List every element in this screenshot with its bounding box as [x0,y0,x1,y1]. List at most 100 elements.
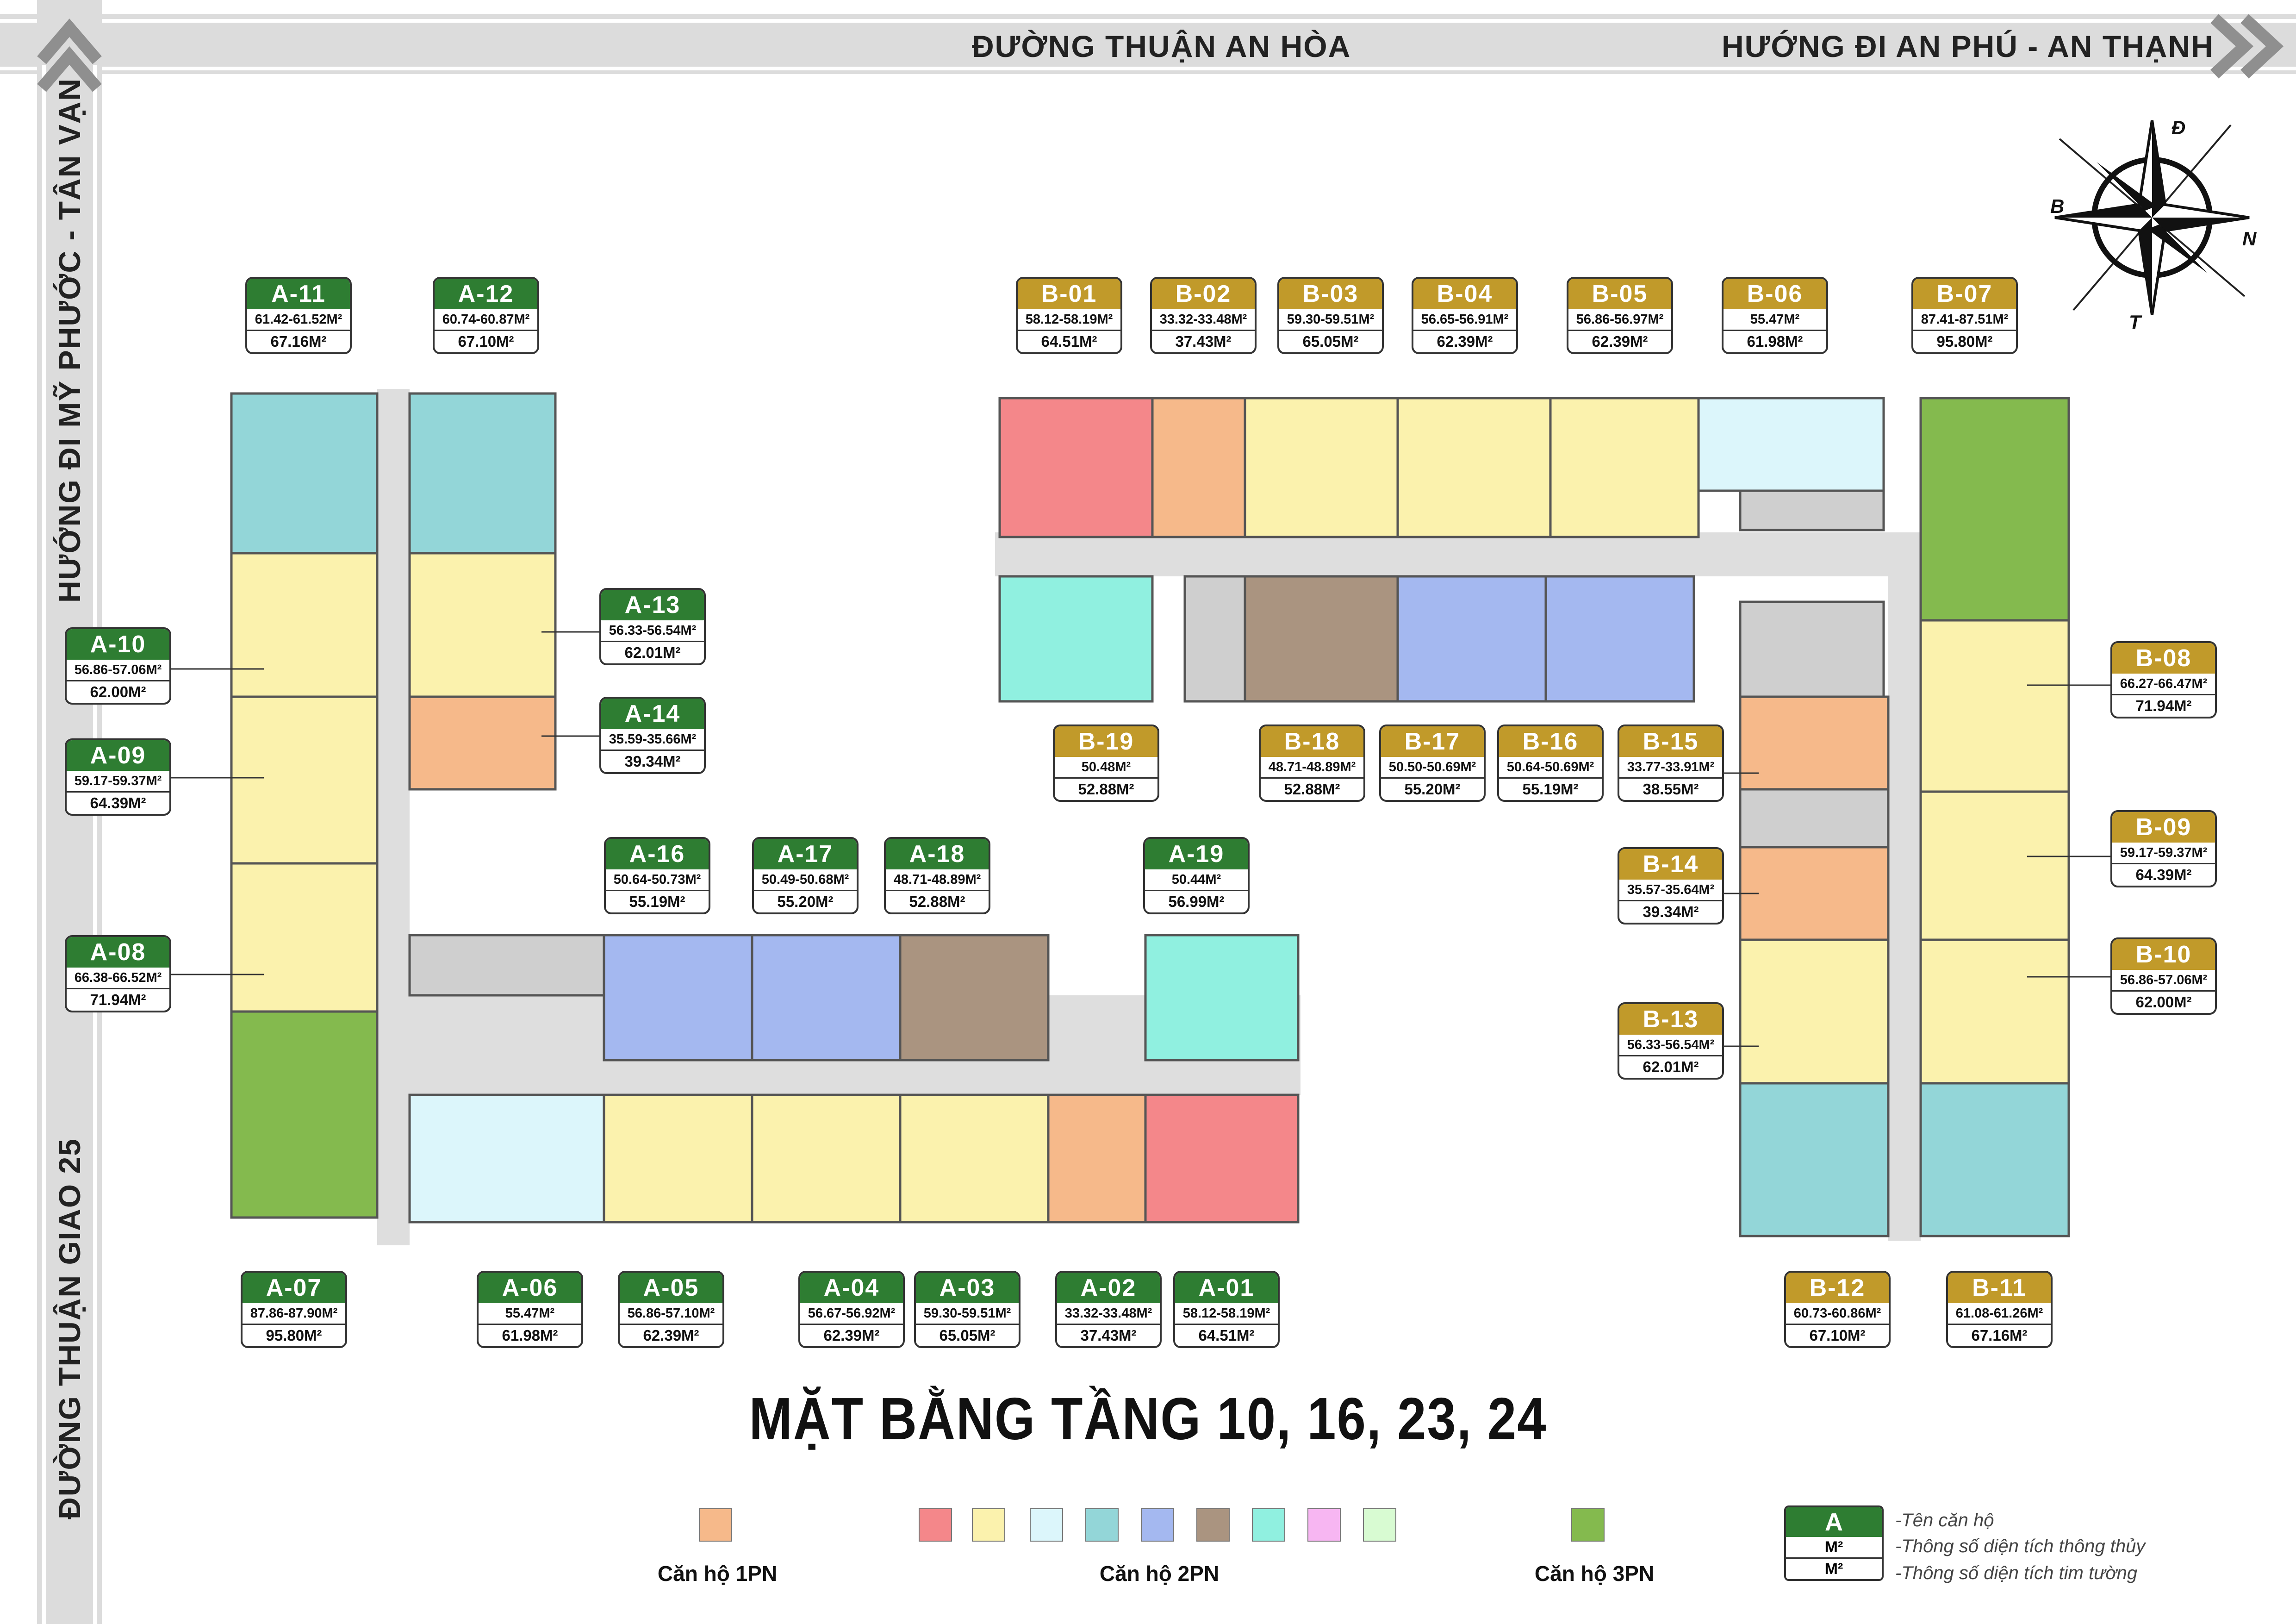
unit-label-a-09[interactable]: A-09 59.17-59.37M² 64.39M² [65,738,171,816]
unit-b-19[interactable] [998,575,1154,703]
unit-label-a-05[interactable]: A-05 56.86-57.10M² 62.39M² [618,1271,724,1348]
unit-gross-area: 64.51M² [1041,333,1097,350]
unit-label-b-07[interactable]: B-07 87.41-87.51M² 95.80M² [1911,277,2018,354]
unit-name: A-12 [435,279,537,309]
unit-label-a-11[interactable]: A-11 61.42-61.52M² 67.16M² [245,277,352,354]
unit-name: A-08 [67,937,169,968]
unit-b-04[interactable] [1396,397,1552,538]
unit-net-area: 35.57-35.64M² [1619,880,1722,901]
unit-label-a-18[interactable]: A-18 48.71-48.89M² 52.88M² [884,837,990,914]
unit-a-08[interactable] [230,862,379,1013]
unit-b-16[interactable] [1544,575,1695,703]
unit-label-b-09[interactable]: B-09 59.17-59.37M² 64.39M² [2110,810,2217,887]
unit-name: A-16 [606,839,709,869]
unit-gross-area: 62.39M² [1437,333,1493,350]
unit-label-b-12[interactable]: B-12 60.73-60.86M² 67.10M² [1784,1271,1891,1348]
stair-core-b [1183,575,1246,703]
unit-label-b-08[interactable]: B-08 66.27-66.47M² 71.94M² [2110,641,2217,718]
unit-b-03[interactable] [1244,397,1399,538]
unit-b-13[interactable] [1739,938,1890,1085]
unit-b-02[interactable] [1151,397,1246,538]
unit-label-a-16[interactable]: A-16 50.64-50.73M² 55.19M² [604,837,710,914]
unit-label-a-13[interactable]: A-13 56.33-56.54M² 62.01M² [599,588,706,665]
unit-a-09[interactable] [230,695,379,865]
unit-net-area: 58.12-58.19M² [1175,1303,1278,1325]
unit-net-area: 87.41-87.51M² [1913,309,2016,331]
unit-label-b-18[interactable]: B-18 48.71-48.89M² 52.88M² [1259,725,1365,802]
unit-label-b-14[interactable]: B-14 35.57-35.64M² 39.34M² [1618,847,1724,924]
unit-a-10[interactable] [230,552,379,698]
unit-label-a-19[interactable]: A-19 50.44M² 56.99M² [1143,837,1250,914]
unit-label-a-03[interactable]: A-03 59.30-59.51M² 65.05M² [914,1271,1020,1348]
unit-label-b-19[interactable]: B-19 50.48M² 52.88M² [1053,725,1159,802]
unit-net-area: 50.50-50.69M² [1381,757,1484,779]
unit-a-16[interactable] [603,934,753,1062]
unit-a-18[interactable] [899,934,1050,1062]
unit-a-17[interactable] [751,934,902,1062]
unit-b-07[interactable] [1919,397,2070,622]
lift-core-b2 [1739,600,1885,698]
unit-label-a-14[interactable]: A-14 35.59-35.66M² 39.34M² [599,697,706,774]
unit-name: A-10 [67,629,169,660]
unit-label-b-17[interactable]: B-17 50.50-50.69M² 55.20M² [1379,725,1486,802]
unit-label-b-11[interactable]: B-11 61.08-61.26M² 67.16M² [1946,1271,2053,1348]
unit-name: A-19 [1145,839,1248,869]
unit-b-14[interactable] [1739,846,1890,941]
unit-b-05[interactable] [1549,397,1700,538]
unit-label-a-12[interactable]: A-12 60.74-60.87M² 67.10M² [433,277,539,354]
unit-b-01[interactable] [998,397,1154,538]
unit-a-06[interactable] [408,1093,605,1224]
compass-label-west: B [2050,195,2064,217]
unit-label-a-17[interactable]: A-17 50.49-50.68M² 55.20M² [752,837,859,914]
unit-label-a-01[interactable]: A-01 58.12-58.19M² 64.51M² [1173,1271,1280,1348]
unit-a-13[interactable] [408,552,557,698]
unit-gross-area: 64.51M² [1198,1327,1255,1344]
unit-b-08[interactable] [1919,619,2070,793]
unit-a-19[interactable] [1144,934,1300,1062]
unit-label-b-02[interactable]: B-02 33.32-33.48M² 37.43M² [1150,277,1257,354]
road-name-left: ĐƯỜNG THUẬN GIAO 25 [52,1138,87,1519]
unit-label-b-01[interactable]: B-01 58.12-58.19M² 64.51M² [1016,277,1122,354]
unit-b-10[interactable] [1919,938,2070,1085]
arrow-up-icon [37,19,102,92]
unit-b-18[interactable] [1244,575,1399,703]
unit-label-a-08[interactable]: A-08 66.38-66.52M² 71.94M² [65,935,171,1012]
unit-net-area: 59.17-59.37M² [67,771,169,793]
legend-swatch-2br-brown [1196,1508,1230,1542]
unit-a-07[interactable] [230,1010,379,1219]
unit-b-15[interactable] [1739,695,1890,791]
legend-key-line1: M² [1786,1537,1882,1559]
unit-b-11[interactable] [1919,1082,2070,1237]
unit-net-area: 59.17-59.37M² [2112,843,2215,864]
unit-a-14[interactable] [408,695,557,791]
legend-swatch-2br-lightcyan [1030,1508,1063,1542]
unit-label-b-15[interactable]: B-15 33.77-33.91M² 38.55M² [1618,725,1724,802]
unit-label-b-04[interactable]: B-04 56.65-56.91M² 62.39M² [1412,277,1518,354]
unit-b-17[interactable] [1396,575,1547,703]
unit-b-09[interactable] [1919,790,2070,941]
unit-label-b-05[interactable]: B-05 56.86-56.97M² 62.39M² [1567,277,1673,354]
unit-label-a-06[interactable]: A-06 55.47M² 61.98M² [477,1271,583,1348]
unit-label-a-04[interactable]: A-04 56.67-56.92M² 62.39M² [798,1271,905,1348]
unit-label-b-06[interactable]: B-06 55.47M² 61.98M² [1722,277,1828,354]
unit-a-05[interactable] [603,1093,753,1224]
unit-a-11[interactable] [230,392,379,555]
unit-label-a-07[interactable]: A-07 87.86-87.90M² 95.80M² [241,1271,347,1348]
unit-net-area: 33.77-33.91M² [1619,757,1722,779]
unit-b-12[interactable] [1739,1082,1890,1237]
unit-a-12[interactable] [408,392,557,555]
unit-label-b-03[interactable]: B-03 59.30-59.51M² 65.05M² [1277,277,1384,354]
unit-net-area: 33.32-33.48M² [1152,309,1255,331]
unit-label-b-16[interactable]: B-16 50.64-50.69M² 55.19M² [1497,725,1604,802]
unit-a-03[interactable] [899,1093,1050,1224]
unit-a-02[interactable] [1047,1093,1147,1224]
unit-a-01[interactable] [1144,1093,1300,1224]
unit-b-06[interactable] [1697,397,1885,492]
unit-label-b-13[interactable]: B-13 56.33-56.54M² 62.01M² [1618,1002,1724,1080]
legend-desc-gross: -Thông số diện tích tim tường [1895,1563,2138,1583]
unit-label-a-02[interactable]: A-02 33.32-33.48M² 37.43M² [1055,1271,1162,1348]
unit-name: B-04 [1413,279,1516,309]
unit-label-b-10[interactable]: B-10 56.86-57.06M² 62.00M² [2110,937,2217,1015]
unit-a-04[interactable] [751,1093,902,1224]
unit-label-a-10[interactable]: A-10 56.86-57.06M² 62.00M² [65,627,171,705]
